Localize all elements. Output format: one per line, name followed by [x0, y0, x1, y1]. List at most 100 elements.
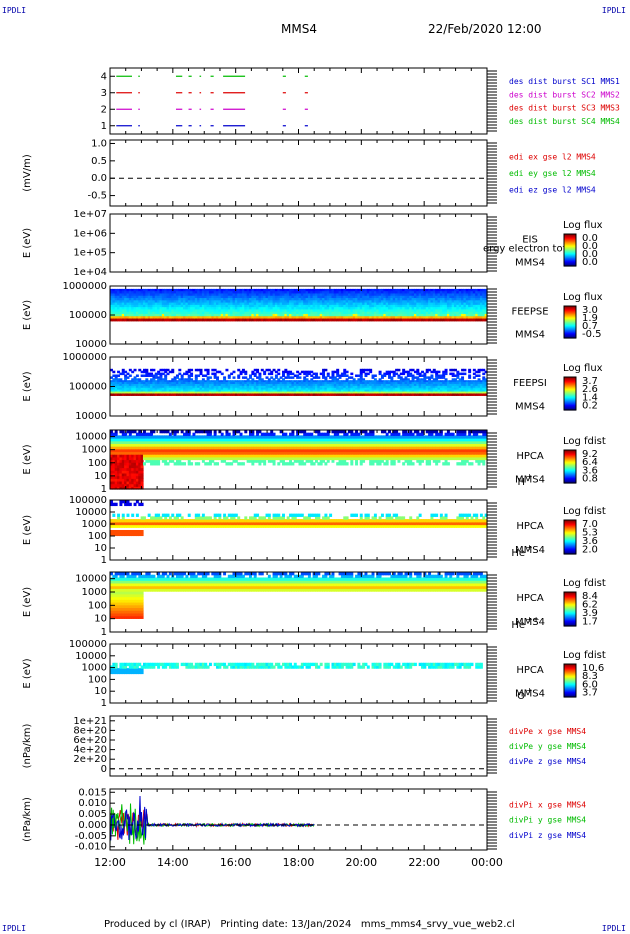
spectrogram-cell: [380, 295, 384, 299]
spectrogram-cell: [180, 383, 184, 387]
spectrogram-cell: [140, 307, 144, 311]
spectrogram-cell: [154, 374, 158, 377]
spectrogram-cell: [227, 288, 231, 292]
spectrogram-cell: [314, 304, 318, 308]
spectrogram-cell: [343, 389, 347, 393]
spectrogram-cell: [343, 385, 347, 389]
spectrogram-cell: [435, 300, 439, 304]
spectrogram-cell: [284, 309, 288, 313]
spectrogram-cell: [286, 293, 290, 297]
spectrogram-cell: [303, 385, 307, 389]
spectrogram-cell: [147, 291, 151, 295]
spectrogram-cell: [124, 391, 128, 395]
spectrogram-cell: [183, 316, 186, 320]
spectrogram-cell: [399, 293, 403, 297]
spectrogram-cell: [216, 311, 219, 315]
spectrogram-cell: [225, 382, 229, 385]
spectrogram-cell: [140, 288, 144, 292]
spectrogram-cell: [307, 316, 311, 320]
spectrogram-cell: [142, 295, 146, 299]
spectrogram-cell: [147, 443, 151, 447]
spectrogram-cell: [150, 313, 154, 317]
spectrogram-cell: [260, 309, 264, 313]
spectrogram-cell: [397, 293, 401, 297]
y-tick-label: -0.5: [87, 191, 107, 202]
spectrogram-cell: [371, 380, 375, 383]
spectrogram-cell: [333, 383, 337, 387]
spectrogram-cell: [183, 293, 186, 297]
spectrogram-cell: [357, 304, 361, 308]
spectrogram-cell: [180, 374, 184, 377]
spectrogram-cell: [180, 311, 184, 315]
spectrogram-cell: [359, 387, 363, 391]
spectrogram-cell: [166, 311, 170, 315]
spectrogram-cell: [369, 316, 373, 320]
spectrogram-cell: [442, 316, 446, 320]
spectrogram-cell: [279, 295, 283, 299]
spectrogram-cell: [138, 393, 142, 396]
spectrogram-cell: [479, 385, 483, 389]
spectrogram-cell: [378, 382, 382, 385]
spectrogram-cell: [157, 446, 161, 450]
spectrogram-cell: [157, 313, 161, 317]
colorbar-swatch: [564, 385, 576, 387]
spectrogram-cell: [326, 298, 330, 301]
spectrogram-cell: [244, 309, 248, 313]
spectrogram-cell: [175, 313, 179, 317]
spectrogram-cell: [173, 376, 177, 379]
spectrogram-cell: [347, 391, 351, 395]
spectrogram-cell: [371, 316, 375, 320]
spectrogram-cell: [345, 309, 349, 313]
spectrogram-cell: [298, 307, 302, 311]
spectrogram-cell: [110, 443, 113, 447]
spectrogram-cell: [340, 288, 344, 292]
spectrogram-cell: [461, 378, 465, 381]
spectrogram-cell: [145, 368, 149, 372]
spectrogram-cell: [479, 393, 483, 396]
spectrogram-cell: [432, 298, 436, 301]
spectrogram-cell: [404, 316, 408, 320]
spectrogram-cell: [397, 383, 401, 387]
spectrogram-cell: [138, 383, 142, 387]
spectrogram-cell: [267, 318, 271, 322]
spectrogram-cell: [425, 313, 429, 317]
spectrogram-cell: [274, 295, 278, 299]
spectrogram-cell: [482, 295, 486, 299]
spectrogram-cell: [355, 302, 359, 306]
spectrogram-cell: [244, 307, 248, 311]
spectrogram-cell: [150, 382, 154, 385]
spectrogram-cell: [274, 291, 278, 295]
spectrogram-cell: [404, 376, 408, 379]
spectrogram-cell: [312, 383, 316, 387]
spectrogram-cell: [289, 318, 293, 322]
spectrogram-cell: [124, 376, 128, 379]
spectrogram-cell: [300, 311, 304, 315]
spectrogram-cell: [303, 295, 307, 299]
spectrogram-cell: [227, 293, 231, 297]
instrument-label: MMS4: [515, 401, 545, 412]
spectrogram-cell: [430, 295, 434, 299]
spectrogram-cell: [366, 383, 370, 387]
spectrogram-cell: [416, 380, 420, 383]
spectrogram-cell: [411, 380, 415, 383]
spectrogram-cell: [314, 295, 318, 299]
spectrogram-cell: [475, 300, 479, 304]
spectrogram-cell: [178, 372, 182, 376]
spectrogram-cell: [249, 316, 252, 320]
spectrogram-cell: [157, 459, 161, 463]
spectrogram-cell: [329, 393, 333, 396]
spectrogram-cell: [331, 391, 335, 395]
spectrogram-cell: [154, 393, 158, 396]
spectrogram-cell: [128, 475, 132, 479]
spectrogram-cell: [190, 372, 194, 376]
spectrogram-cell: [458, 293, 462, 297]
spectrogram-cell: [362, 302, 366, 306]
spectrogram-cell: [211, 293, 215, 297]
spectrogram-cell: [303, 318, 307, 322]
spectrogram-cell: [194, 393, 198, 396]
spectrogram-cell: [305, 313, 309, 317]
spectrogram-cell: [249, 380, 252, 383]
spectrogram-cell: [350, 311, 354, 315]
colorbar-swatch: [564, 387, 576, 390]
spectrogram-cell: [253, 298, 257, 301]
